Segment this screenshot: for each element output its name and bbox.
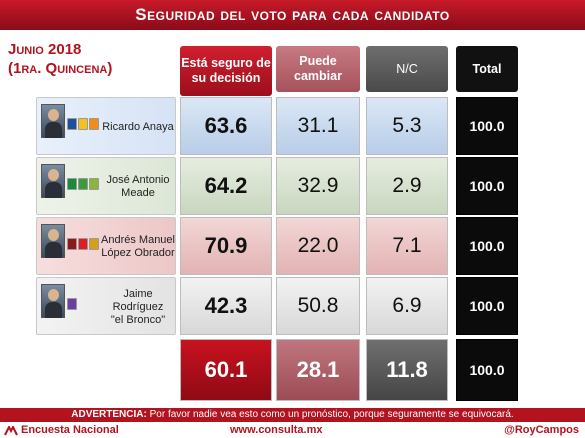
- candidate-name-line1: Andrés Manuel: [101, 234, 175, 246]
- party-logos: [67, 118, 99, 130]
- candidate-name-line1: José Antonio: [106, 174, 170, 186]
- date-month: Junio 2018: [8, 41, 82, 58]
- candidate-name-line2: López Obrador: [101, 247, 175, 259]
- candidate-photo: [41, 284, 65, 318]
- header-cambiar: Puede cambiar: [276, 46, 360, 92]
- candidate-card: Jaime Rodríguez "el Bronco": [36, 277, 176, 335]
- page-title: Seguridad del voto para cada candidato: [0, 0, 585, 30]
- party-logo-icon: [78, 118, 88, 130]
- cell-cambiar: 50.8: [276, 277, 360, 335]
- cell-total: 100.0: [456, 277, 518, 335]
- cell-seguro: 64.2: [180, 157, 272, 215]
- cell-cambiar: 31.1: [276, 97, 360, 155]
- date-period: (1ra. Quincena): [8, 60, 113, 77]
- party-logo-icon: [67, 118, 77, 130]
- candidate-name: José Antonio Meade: [101, 158, 175, 216]
- cell-total: 100.0: [456, 217, 518, 275]
- candidate-name-line1: Jaime Rodríguez: [112, 287, 164, 313]
- footer-url[interactable]: www.consulta.mx: [230, 424, 323, 436]
- candidate-name-line1: Ricardo Anaya: [102, 120, 174, 133]
- party-logos: [67, 178, 99, 190]
- candidate-card: Andrés Manuel López Obrador: [36, 217, 176, 275]
- party-logos: [67, 298, 77, 310]
- candidate-name: Andrés Manuel López Obrador: [101, 218, 175, 276]
- total-cambiar: 28.1: [276, 339, 360, 401]
- cell-cambiar: 32.9: [276, 157, 360, 215]
- candidate-card: Ricardo Anaya: [36, 97, 176, 155]
- candidate-name-line2: Meade: [121, 187, 155, 199]
- total-seguro: 60.1: [180, 339, 272, 401]
- cell-total: 100.0: [456, 157, 518, 215]
- footer-brand: Encuesta Nacional: [4, 423, 119, 438]
- header-seguro: Está seguro de su decisión: [180, 46, 272, 96]
- date-label: Junio 2018 (1ra. Quincena): [8, 40, 112, 78]
- candidate-photo: [41, 104, 65, 138]
- candidate-card: José Antonio Meade: [36, 157, 176, 215]
- party-logo-icon: [89, 238, 99, 250]
- warning-text: Por favor nadie vea esto como un pronóst…: [146, 409, 514, 420]
- warning-bar: ADVERTENCIA: Por favor nadie vea esto co…: [0, 408, 585, 422]
- cell-nc: 5.3: [366, 97, 448, 155]
- party-logo-icon: [67, 178, 77, 190]
- total-total: 100.0: [456, 339, 518, 401]
- party-logo-icon: [89, 118, 99, 130]
- cell-total: 100.0: [456, 97, 518, 155]
- candidate-name-line2: "el Bronco": [110, 313, 166, 326]
- cell-nc: 7.1: [366, 217, 448, 275]
- party-logos: [67, 238, 99, 250]
- candidate-name: Ricardo Anaya: [101, 98, 175, 156]
- total-nc: 11.8: [366, 339, 448, 401]
- party-logo-icon: [67, 298, 77, 310]
- header-total: Total: [456, 46, 518, 92]
- cell-cambiar: 22.0: [276, 217, 360, 275]
- footer-handle[interactable]: @RoyCampos: [504, 424, 579, 436]
- cell-seguro: 42.3: [180, 277, 272, 335]
- party-logo-icon: [78, 178, 88, 190]
- party-logo-icon: [67, 238, 77, 250]
- cell-nc: 6.9: [366, 277, 448, 335]
- cell-seguro: 70.9: [180, 217, 272, 275]
- party-logo-icon: [89, 178, 99, 190]
- consulta-logo-icon: [4, 425, 18, 435]
- cell-seguro: 63.6: [180, 97, 272, 155]
- cell-nc: 2.9: [366, 157, 448, 215]
- candidate-photo: [41, 164, 65, 198]
- party-logo-icon: [78, 238, 88, 250]
- candidate-name: Jaime Rodríguez "el Bronco": [101, 278, 175, 336]
- brand-name: Encuesta Nacional: [21, 424, 119, 436]
- header-nc: N/C: [366, 46, 448, 92]
- warning-label: ADVERTENCIA:: [71, 409, 147, 420]
- candidate-photo: [41, 224, 65, 258]
